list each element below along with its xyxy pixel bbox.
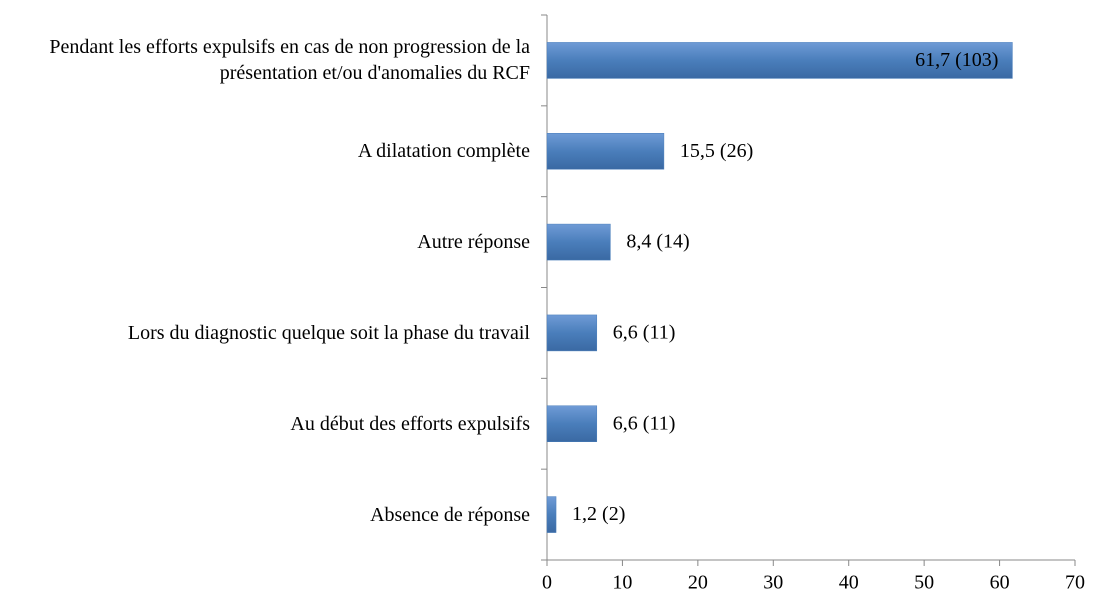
x-tick-label: 0 [542, 572, 552, 594]
y-tick-label: A dilatation complète [357, 140, 530, 163]
y-tick-label: Lors du diagnostic quelque soit la phase… [127, 321, 530, 344]
value-label: 6,6 (11) [613, 322, 676, 344]
value-label: 8,4 (14) [626, 231, 689, 253]
bar [546, 405, 598, 442]
value-label: 15,5 (26) [680, 140, 753, 162]
bar [546, 133, 665, 170]
x-tick-label: 70 [1065, 572, 1085, 594]
x-tick-label: 20 [688, 572, 708, 594]
bar [546, 496, 557, 533]
bar [546, 314, 598, 352]
value-label: 6,6 (11) [613, 412, 676, 434]
x-tick-label: 50 [914, 572, 934, 594]
bar [546, 223, 611, 261]
y-tick-label: Pendant les efforts expulsifs en cas de … [49, 36, 530, 85]
y-tick-label: Au début des efforts expulsifs [290, 412, 530, 435]
bar [546, 42, 1013, 79]
x-tick-label: 60 [990, 572, 1010, 594]
value-label: 1,2 (2) [572, 503, 625, 525]
y-tick-label: Absence de réponse [370, 503, 530, 526]
x-tick-label: 10 [612, 572, 632, 594]
x-tick-label: 40 [839, 572, 859, 594]
x-tick-label: 30 [763, 572, 783, 594]
value-label: 61,7 (103) [915, 49, 998, 71]
y-tick-label: Autre réponse [417, 231, 530, 254]
